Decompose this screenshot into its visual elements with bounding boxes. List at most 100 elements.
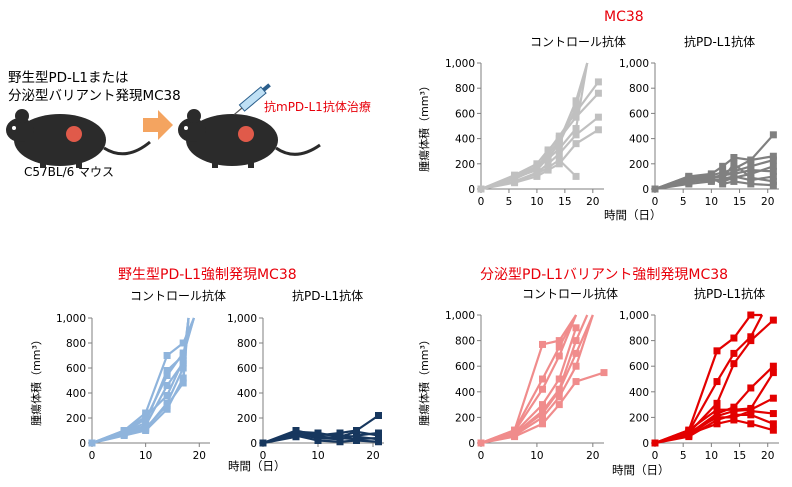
y-tick-label: 1,000 — [227, 313, 257, 325]
group-title-mc38: MC38 — [604, 9, 644, 25]
tumor-icon — [66, 126, 82, 142]
data-point — [594, 113, 602, 121]
data-point — [572, 103, 580, 111]
y-tick-label: 1,000 — [619, 58, 649, 70]
data-point — [572, 378, 580, 386]
data-point — [555, 135, 563, 143]
y-tick-label: 400 — [455, 134, 475, 146]
data-point — [769, 316, 777, 324]
y-tick-label: 0 — [642, 438, 649, 450]
data-point — [555, 375, 563, 383]
data-point — [539, 401, 546, 409]
panel-title: コントロール抗体 — [130, 288, 226, 303]
data-point — [572, 337, 580, 345]
x-tick-label: 0 — [478, 450, 485, 462]
data-point — [713, 416, 721, 424]
data-point — [651, 439, 659, 447]
data-point — [539, 420, 546, 428]
data-point — [730, 154, 738, 161]
data-point — [594, 126, 602, 134]
series-line — [654, 372, 775, 445]
data-point — [769, 177, 777, 185]
data-point — [730, 160, 738, 168]
data-point — [179, 352, 187, 359]
y-axis-label: 腫瘍体積（mm³） — [29, 334, 43, 426]
data-point — [163, 352, 171, 359]
data-point — [120, 429, 128, 437]
series-line — [262, 433, 379, 445]
data-point — [747, 384, 755, 392]
series-line — [654, 413, 774, 445]
series-line — [262, 431, 379, 445]
data-point — [353, 428, 360, 436]
data-point — [572, 97, 580, 105]
y-tick-label: 0 — [468, 438, 475, 450]
data-point — [747, 162, 755, 170]
data-point — [511, 426, 519, 434]
y-tick-label: 200 — [629, 159, 649, 171]
data-point — [769, 420, 777, 428]
group-title-wt-pdl1: 野生型PD-L1強制発現MC38 — [118, 267, 297, 283]
data-point — [769, 152, 777, 160]
y-tick-label: 200 — [455, 159, 475, 171]
x-tick-label: 20 — [761, 196, 774, 208]
data-point — [314, 430, 322, 438]
y-tick-label: 800 — [237, 338, 257, 350]
x-tick-label: 10 — [530, 196, 543, 208]
tumor-icon — [238, 126, 254, 142]
y-tick-label: 400 — [629, 387, 649, 399]
data-point — [769, 172, 777, 180]
data-point — [572, 108, 580, 116]
data-point — [707, 174, 715, 182]
data-point — [685, 180, 693, 188]
panel-title: コントロール抗体 — [522, 286, 618, 301]
data-point — [707, 177, 715, 185]
x-tick-label: 20 — [366, 450, 379, 462]
x-tick-label: 20 — [586, 450, 599, 462]
data-point — [539, 385, 546, 393]
data-point — [539, 410, 546, 418]
data-point — [477, 185, 485, 193]
data-point — [163, 382, 171, 389]
x-tick-label: 0 — [260, 450, 267, 462]
y-tick-label: 400 — [455, 387, 475, 399]
data-point — [179, 357, 187, 364]
data-point — [555, 145, 563, 153]
data-point — [769, 410, 777, 418]
mouse-icon — [6, 109, 151, 168]
x-axis-label: 時間（日） — [612, 463, 670, 477]
x-tick-label: 5 — [680, 196, 687, 208]
x-tick-label: 10 — [139, 450, 152, 462]
data-point — [730, 407, 738, 415]
data-point — [511, 177, 519, 185]
data-point — [572, 349, 580, 357]
panel-title: 抗PD-L1抗体 — [684, 34, 755, 49]
data-point — [719, 175, 727, 183]
data-point — [747, 333, 755, 341]
data-point — [533, 170, 541, 178]
treated-mouse-icon — [178, 109, 321, 168]
data-point — [555, 343, 563, 351]
y-tick-label: 800 — [66, 338, 86, 350]
data-point — [477, 439, 485, 447]
data-point — [375, 435, 382, 443]
y-tick-label: 0 — [468, 184, 475, 196]
y-tick-label: 1,000 — [619, 310, 649, 322]
treatment-label: 抗mPD-L1抗体治療 — [264, 100, 371, 114]
data-point — [713, 406, 721, 414]
data-point — [142, 419, 150, 427]
data-point — [572, 172, 580, 180]
data-point — [163, 402, 171, 409]
data-point — [179, 339, 187, 347]
data-point — [353, 437, 360, 444]
data-point — [555, 140, 563, 148]
data-point — [747, 420, 755, 428]
y-tick-label: 200 — [455, 412, 475, 424]
y-tick-label: 800 — [455, 336, 475, 348]
x-tick-label: 20 — [193, 450, 206, 462]
data-point — [511, 172, 519, 180]
data-point — [769, 162, 777, 170]
data-point — [539, 340, 546, 348]
y-tick-label: 0 — [79, 438, 86, 450]
